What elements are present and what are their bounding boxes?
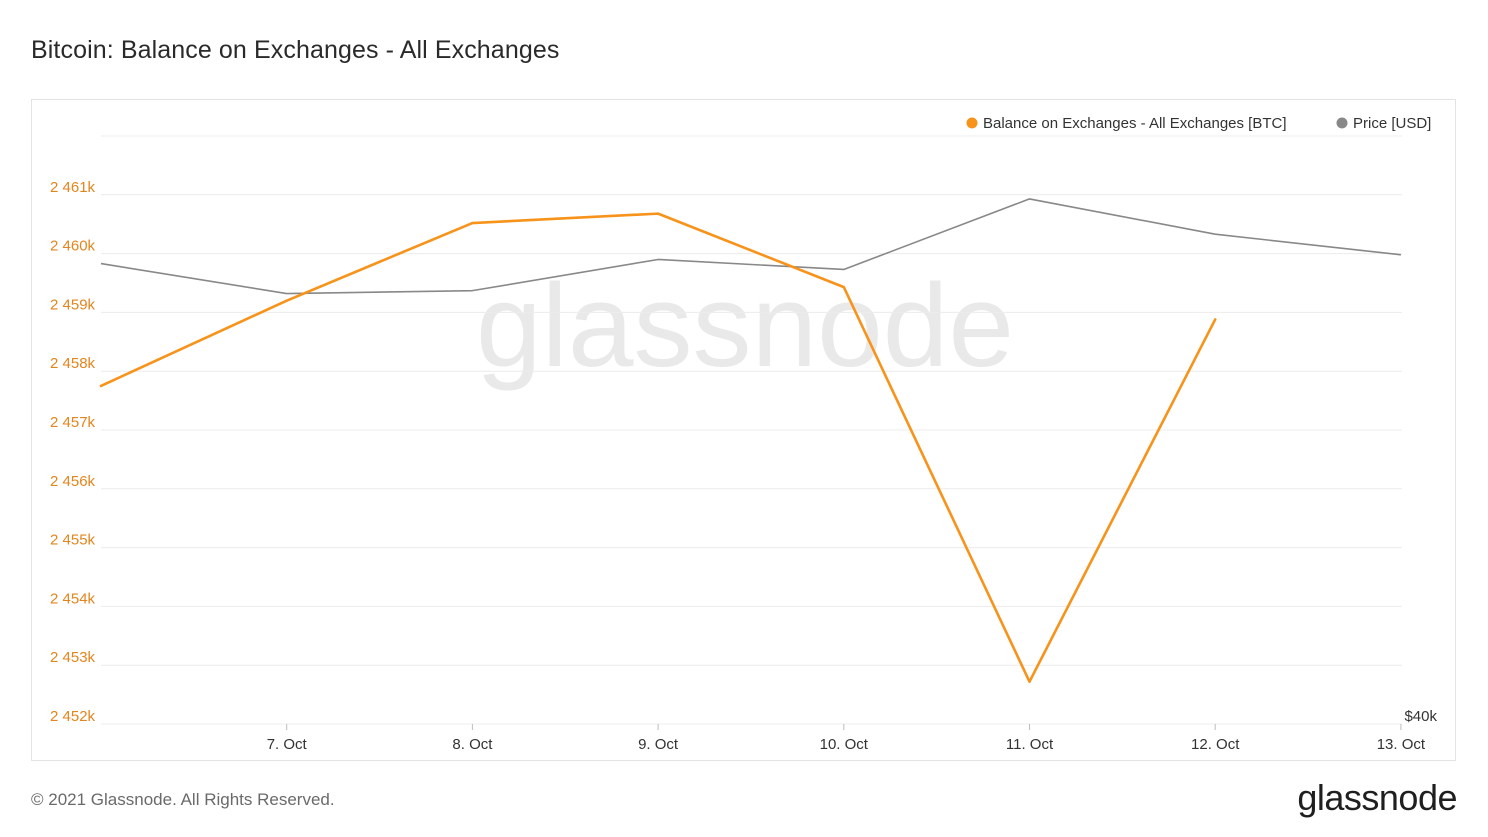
- y-tick-label: 2 457k: [50, 414, 96, 431]
- balance-series-line: [99, 212, 1217, 683]
- y-tick-label: 2 454k: [50, 590, 96, 607]
- brand-logo: glassnode: [1297, 777, 1457, 818]
- x-tick-label: 8. Oct: [452, 736, 493, 753]
- y-tick-label: 2 453k: [50, 649, 96, 666]
- y-tick-label: 2 455k: [50, 532, 96, 549]
- legend-price-label: Price [USD]: [1353, 115, 1431, 132]
- y-tick-label: 2 460k: [50, 238, 96, 255]
- legend-balance-label: Balance on Exchanges - All Exchanges [BT…: [983, 115, 1287, 132]
- copyright-text: © 2021 Glassnode. All Rights Reserved.: [31, 790, 335, 809]
- x-tick-label: 7. Oct: [267, 736, 308, 753]
- y-right-tick-label: $40k: [1404, 708, 1437, 725]
- y-tick-label: 2 461k: [50, 179, 96, 196]
- x-tick-label: 10. Oct: [820, 736, 869, 753]
- price-series-line: [100, 198, 1401, 295]
- page-title: Bitcoin: Balance on Exchanges - All Exch…: [31, 36, 560, 64]
- y-tick-label: 2 452k: [50, 708, 96, 725]
- x-tick-label: 12. Oct: [1191, 736, 1240, 753]
- chart-frame: glassnode 2 452k 2 453k 2 454k 2 455k 2 456k 2…: [31, 99, 1456, 761]
- y-tick-label: 2 458k: [50, 355, 96, 372]
- watermark-text: glassnode: [476, 260, 1014, 392]
- x-tick-label: 11. Oct: [1006, 736, 1054, 753]
- line-chart: glassnode 2 452k 2 453k 2 454k 2 455k 2 456k 2…: [50, 115, 1437, 753]
- x-tick-label: 13. Oct: [1377, 736, 1426, 753]
- y-tick-label: 2 459k: [50, 296, 96, 313]
- y-tick-label: 2 456k: [50, 473, 96, 490]
- legend-balance-marker: [966, 117, 978, 129]
- x-tick-label: 9. Oct: [638, 736, 679, 753]
- legend-price-marker: [1336, 117, 1348, 129]
